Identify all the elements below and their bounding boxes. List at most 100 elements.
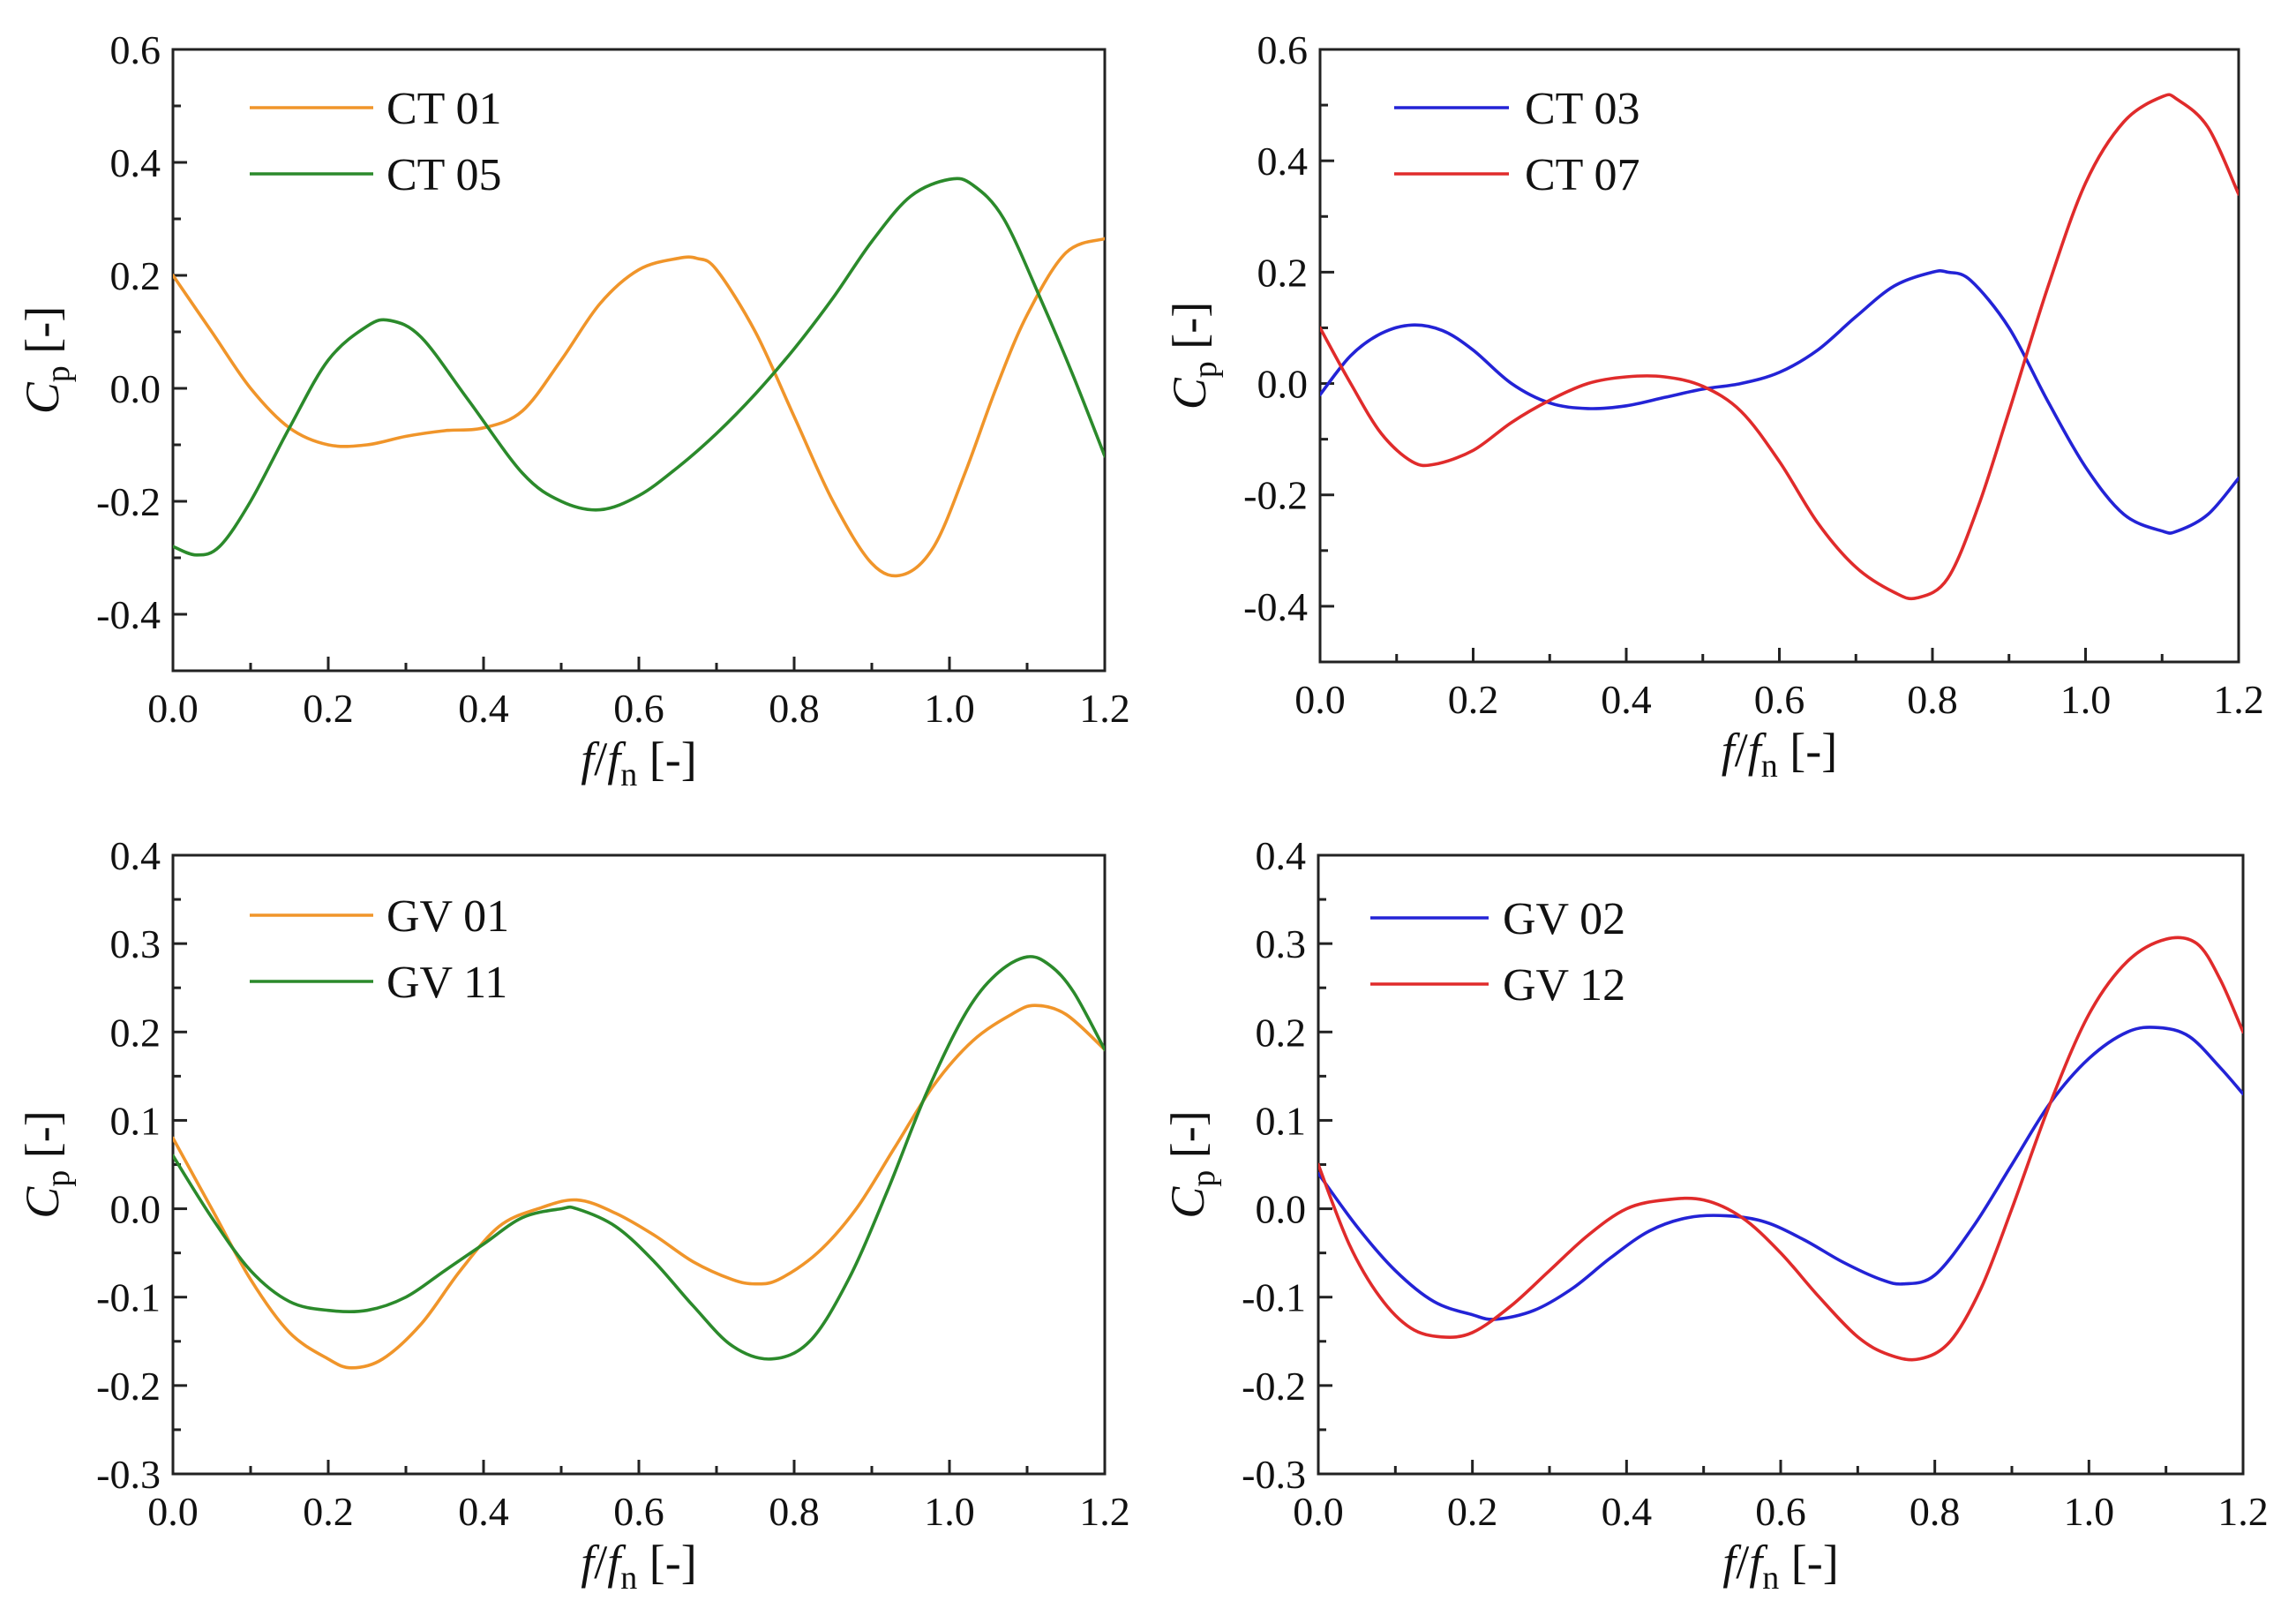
x-tick-label: 1.0 xyxy=(924,686,975,731)
plot-frame xyxy=(171,48,1107,673)
x-tick-label: 1.0 xyxy=(2064,1489,2115,1534)
y-tick-label: 0.2 xyxy=(1256,1010,1307,1055)
y-axis-label-unit: [-] xyxy=(1163,302,1216,361)
x-axis-label-sub: n xyxy=(620,1560,637,1597)
series-line-ct-03 xyxy=(1320,268,2239,535)
x-axis-label-slash: / xyxy=(594,733,607,785)
x-tick-label: 0.2 xyxy=(303,686,354,731)
chart-panel-2: 0.0 0.2 0.4 0.6 0.8 1.0 1.2 -0.4 -0.2 0.0 0.2 0.4 0.… xyxy=(1163,27,2264,785)
legend-label: CT 03 xyxy=(1525,84,1640,134)
y-axis-label: Cp [-] xyxy=(16,306,77,414)
y-tick-label: 0.2 xyxy=(1257,250,1309,295)
chart-panel-4: 0.0 0.2 0.4 0.6 0.8 1.0 1.2 -0.3 -0.2 -0.1 0.0 0.1 0… xyxy=(1161,833,2269,1597)
legend-label: GV 11 xyxy=(386,958,507,1008)
y-tick-label: -0.3 xyxy=(96,1452,161,1497)
x-tick-label: 0.0 xyxy=(1293,1489,1344,1534)
x-tick-label: 1.2 xyxy=(1079,1489,1130,1534)
y-tick-label: -0.2 xyxy=(96,479,161,524)
x-tick-label: 1.0 xyxy=(924,1489,975,1534)
x-tick-label: 0.8 xyxy=(769,686,820,731)
y-tick-label: 0.2 xyxy=(110,253,161,298)
x-axis-label-unit: [-] xyxy=(637,733,696,785)
y-tick-label: 0.1 xyxy=(110,1098,161,1143)
x-tick-label: 0.6 xyxy=(1754,677,1805,722)
y-axis-label: Cp [-] xyxy=(1163,302,1224,410)
x-axis-label-slash: / xyxy=(1735,724,1748,777)
y-tick-label: -0.4 xyxy=(96,592,161,637)
legend-label: GV 12 xyxy=(1503,960,1625,1011)
x-tick-label: 0.2 xyxy=(1447,1489,1498,1534)
y-axis-label-sub: p xyxy=(40,365,77,382)
y-tick-label: 0.4 xyxy=(110,140,161,185)
y-axis-label-sub: p xyxy=(1187,361,1224,378)
x-tick-label: 0.0 xyxy=(1294,677,1346,722)
x-tick-label: 0.8 xyxy=(1910,1489,1961,1534)
y-tick-label: -0.4 xyxy=(1243,584,1308,629)
legend-label: CT 01 xyxy=(386,84,502,134)
y-axis-label-var: C xyxy=(1161,1186,1214,1219)
legend-label: GV 01 xyxy=(386,891,509,942)
y-tick-label: 0.6 xyxy=(1257,27,1309,72)
x-axis-label-slash: / xyxy=(1736,1536,1749,1589)
x-tick-label: 0.6 xyxy=(613,686,664,731)
x-tick-label: 0.4 xyxy=(458,1489,509,1534)
y-tick-label: 0.1 xyxy=(1256,1098,1307,1143)
y-tick-label: 0.4 xyxy=(1256,833,1307,878)
x-tick-label: 0.2 xyxy=(303,1489,354,1534)
y-tick-label: 0.3 xyxy=(110,921,161,966)
y-tick-label: -0.1 xyxy=(1242,1275,1306,1320)
y-axis-label: Cp [-] xyxy=(1161,1110,1222,1218)
x-axis-label: f/fn [-] xyxy=(581,1536,697,1597)
x-axis-label-unit: [-] xyxy=(1779,1536,1838,1589)
y-tick-label: 0.0 xyxy=(1257,362,1309,407)
series-line-ct-07 xyxy=(1320,93,2239,601)
y-tick-label: 0.0 xyxy=(110,1187,161,1232)
y-tick-label: 0.3 xyxy=(1256,921,1307,966)
series-line-ct-05 xyxy=(173,177,1105,557)
x-tick-label: 0.0 xyxy=(147,1489,199,1534)
x-tick-label: 0.0 xyxy=(147,686,199,731)
x-tick-label: 1.2 xyxy=(1079,686,1130,731)
legend-label: CT 07 xyxy=(1525,150,1640,200)
x-axis-label-unit: [-] xyxy=(1778,724,1837,777)
y-tick-label: -0.3 xyxy=(1242,1452,1306,1497)
series-line-gv-02 xyxy=(1318,1026,2243,1321)
y-axis-label-sub: p xyxy=(40,1170,77,1187)
x-tick-label: 0.6 xyxy=(613,1489,664,1534)
y-tick-label: -0.2 xyxy=(1243,473,1308,518)
x-axis-label-sub: n xyxy=(1762,1560,1779,1597)
y-axis-label-var: C xyxy=(16,381,69,414)
y-tick-label: 0.0 xyxy=(110,366,161,411)
legend-label: CT 05 xyxy=(386,150,502,200)
x-tick-label: 1.0 xyxy=(2060,677,2112,722)
x-axis-label-sub: n xyxy=(620,756,637,793)
plot-frame xyxy=(171,853,1107,1476)
series-line-gv-11 xyxy=(173,955,1105,1361)
x-tick-label: 1.2 xyxy=(2213,677,2264,722)
x-tick-label: 0.8 xyxy=(769,1489,820,1534)
y-axis-label-var: C xyxy=(16,1186,69,1219)
y-axis-label-unit: [-] xyxy=(16,1110,69,1169)
x-tick-label: 0.4 xyxy=(1601,677,1652,722)
y-axis-label-var: C xyxy=(1163,377,1216,410)
x-tick-label: 0.2 xyxy=(1448,677,1499,722)
y-tick-label: 0.4 xyxy=(1257,139,1309,184)
y-tick-label: -0.2 xyxy=(1242,1364,1306,1409)
x-axis-label-slash: / xyxy=(594,1536,607,1589)
plot-frame xyxy=(1317,853,2245,1476)
x-tick-label: 1.2 xyxy=(2217,1489,2269,1534)
y-axis-label-unit: [-] xyxy=(16,306,69,365)
x-axis-label-unit: [-] xyxy=(637,1536,696,1589)
y-axis-label: Cp [-] xyxy=(16,1110,77,1218)
x-axis-label-sub: n xyxy=(1761,748,1778,785)
y-tick-label: 0.6 xyxy=(110,27,161,72)
x-axis-label: f/fn [-] xyxy=(1722,1536,1839,1597)
chart-panel-3: 0.0 0.2 0.4 0.6 0.8 1.0 1.2 -0.3 -0.2 -0.1 0.0 0.1 0… xyxy=(16,833,1130,1597)
x-tick-label: 0.4 xyxy=(458,686,509,731)
series-line-ct-01 xyxy=(173,237,1105,578)
y-axis-label-unit: [-] xyxy=(1161,1110,1214,1169)
plot-frame xyxy=(1318,48,2240,664)
chart-panel-1: 0.0 0.2 0.4 0.6 0.8 1.0 1.2 -0.4 -0.2 0.0 0.2 0.4 0.… xyxy=(16,27,1130,793)
x-tick-label: 0.4 xyxy=(1602,1489,1653,1534)
